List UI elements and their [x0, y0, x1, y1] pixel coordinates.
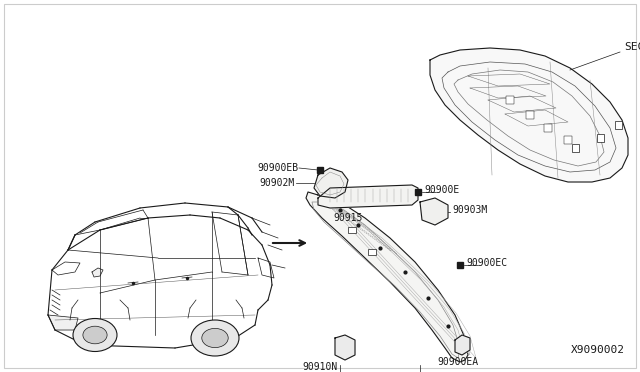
Ellipse shape [191, 320, 239, 356]
Text: 90910N: 90910N [302, 362, 338, 372]
Polygon shape [420, 198, 448, 225]
Bar [348, 227, 356, 233]
Bar [544, 124, 552, 132]
Polygon shape [318, 185, 418, 208]
Bar [564, 136, 572, 144]
Ellipse shape [202, 328, 228, 347]
Text: 90900EA: 90900EA [437, 357, 479, 367]
Text: 90900EB: 90900EB [257, 163, 298, 173]
Text: SEC.900: SEC.900 [624, 42, 640, 52]
Bar [368, 249, 376, 255]
Bar [615, 121, 622, 129]
Text: 90902M: 90902M [260, 178, 295, 188]
Polygon shape [430, 48, 628, 182]
Polygon shape [92, 268, 103, 277]
Text: 90915: 90915 [333, 213, 363, 223]
Polygon shape [455, 335, 470, 355]
Polygon shape [314, 168, 348, 198]
Ellipse shape [73, 318, 117, 352]
Bar [506, 96, 514, 104]
Bar [597, 134, 604, 142]
Polygon shape [306, 192, 468, 362]
Text: 90900EC: 90900EC [466, 258, 507, 268]
Bar [572, 144, 579, 152]
Polygon shape [48, 315, 78, 330]
Text: X9090002: X9090002 [571, 345, 625, 355]
Text: 90903M: 90903M [452, 205, 487, 215]
Polygon shape [335, 335, 355, 360]
Ellipse shape [83, 326, 107, 344]
Text: 90900E: 90900E [424, 185, 460, 195]
Bar [526, 111, 534, 119]
